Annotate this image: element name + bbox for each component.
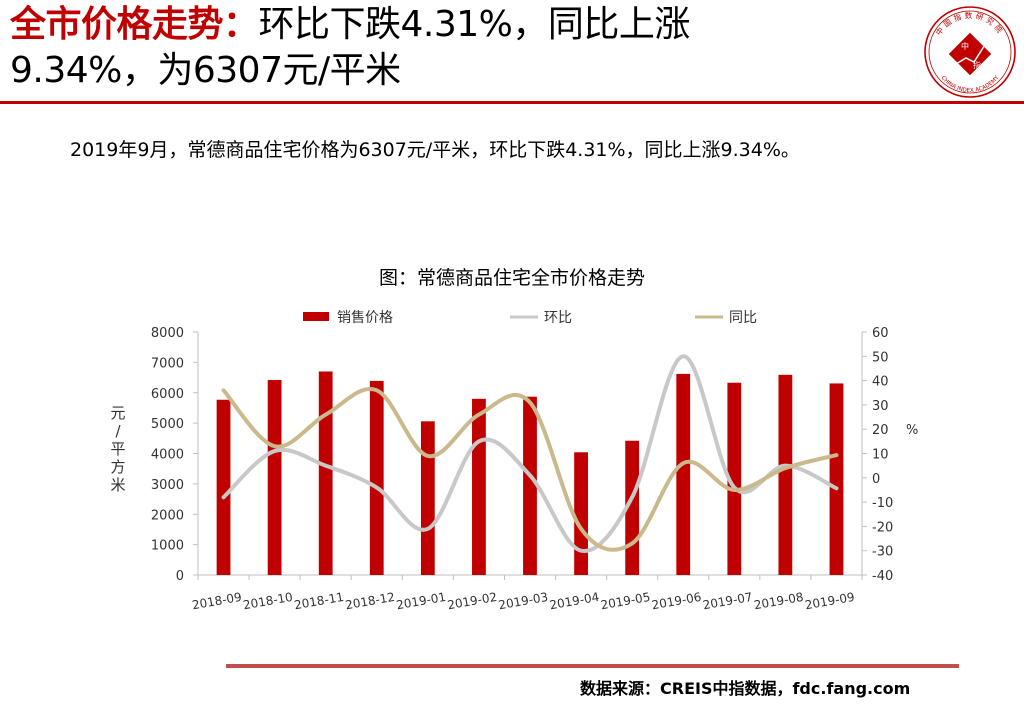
china-index-academy-logo: 中 指 中国指数研究院 CHINA INDEX ACADEMY <box>924 6 1016 98</box>
x-axis-tick-label: 2019-01 <box>395 590 447 612</box>
headline-line1: 环比下跌4.31%，同比上涨 <box>258 4 691 45</box>
x-axis-tick-label: 2019-04 <box>548 590 600 612</box>
footer-divider <box>226 664 959 668</box>
right-axis-tick-label: -20 <box>872 520 893 535</box>
price-bar <box>523 396 537 575</box>
x-axis-tick-label: 2019-05 <box>600 590 652 612</box>
left-axis-label-char: 平 <box>110 440 125 458</box>
right-axis-tick-label: 50 <box>872 350 889 365</box>
x-axis-tick-label: 2019-06 <box>651 590 703 612</box>
mom-line <box>221 354 839 553</box>
left-axis-tick-label: 4000 <box>151 448 184 463</box>
left-axis-label-char: 米 <box>110 476 125 494</box>
logo-center-text-1: 中 <box>961 41 969 51</box>
price-bar <box>727 382 742 575</box>
left-axis-tick-label: 5000 <box>151 417 184 432</box>
price-bar <box>574 452 588 575</box>
x-axis-tick-label: 2018-09 <box>191 590 243 612</box>
price-bar <box>829 383 844 575</box>
page-headline: 全市价格走势：环比下跌4.31%，同比上涨 9.34%，为6307元/平米 <box>10 2 890 94</box>
price-bar <box>676 373 691 575</box>
right-axis-tick-label: -10 <box>872 496 893 511</box>
left-axis-label-char: 方 <box>110 458 125 476</box>
right-axis-tick-label: -30 <box>872 545 893 560</box>
left-axis-label-char: / <box>115 422 121 440</box>
left-axis-tick-label: 8000 <box>151 326 184 341</box>
price-bar <box>472 398 486 575</box>
price-bar <box>778 374 793 575</box>
x-axis-tick-label: 2019-02 <box>446 590 498 612</box>
legend-swatch-bar <box>303 312 329 321</box>
headline-line2: 9.34%，为6307元/平米 <box>10 50 401 91</box>
x-axis-tick-label: 2018-10 <box>242 590 294 612</box>
right-axis-tick-label: 20 <box>872 423 889 438</box>
x-axis-tick-label: 2019-03 <box>497 590 549 612</box>
left-axis-tick-label: 6000 <box>151 387 184 402</box>
price-bar <box>420 421 435 575</box>
left-axis-tick-label: 3000 <box>151 478 184 493</box>
legend-label: 环比 <box>544 310 572 326</box>
x-axis-tick-label: 2018-12 <box>344 590 396 612</box>
right-axis-label: % <box>906 423 918 438</box>
left-axis-label-char: 元 <box>110 404 125 422</box>
header-divider <box>0 101 1024 104</box>
legend-label: 销售价格 <box>337 310 393 326</box>
right-axis-tick-label: -40 <box>872 569 893 584</box>
left-axis-tick-label: 2000 <box>151 508 184 523</box>
price-bar <box>369 380 384 575</box>
left-axis-tick-label: 0 <box>176 569 184 584</box>
price-bar <box>267 379 282 575</box>
left-axis-tick-label: 1000 <box>151 539 184 554</box>
right-axis-tick-label: 40 <box>872 375 889 390</box>
price-bar <box>216 399 231 575</box>
x-axis-tick-label: 2019-09 <box>804 590 856 612</box>
right-axis-tick-label: 0 <box>872 472 880 487</box>
chart-title: 图：常德商品住宅全市价格走势 <box>378 267 645 289</box>
x-axis-tick-label: 2019-07 <box>702 590 754 612</box>
right-axis-tick-label: 10 <box>872 448 889 463</box>
right-axis-tick-label: 30 <box>872 399 889 414</box>
x-axis-tick-label: 2019-08 <box>753 590 805 612</box>
x-axis-tick-label: 2018-11 <box>293 590 345 612</box>
logo-center-text-2: 指 <box>973 60 981 70</box>
data-source: 数据来源：CREIS中指数据，fdc.fang.com <box>580 679 911 698</box>
price-trend-chart: 0 1000 2000 3000 4000 5000 6000 7000 8000 -40 -30 -… <box>110 310 918 612</box>
right-axis-tick-label: 60 <box>872 326 889 341</box>
price-bar <box>318 371 333 575</box>
left-axis-tick-label: 7000 <box>151 356 184 371</box>
headline-highlight: 全市价格走势： <box>10 4 259 45</box>
legend-label: 同比 <box>729 310 757 326</box>
summary-text: 2019年9月，常德商品住宅价格为6307元/平米，环比下跌4.31%，同比上涨… <box>70 139 800 161</box>
